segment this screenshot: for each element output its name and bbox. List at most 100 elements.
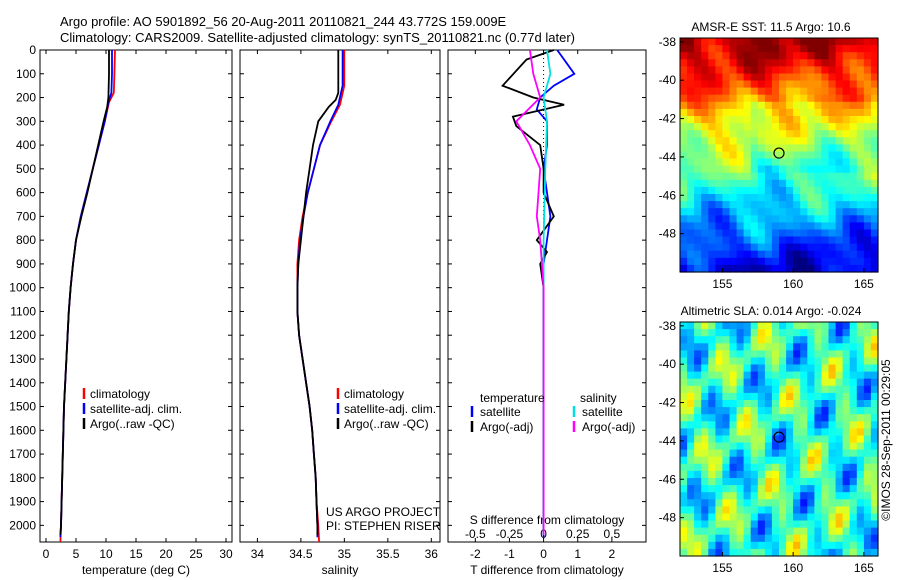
map-cell (708, 499, 716, 507)
x-tick-label: 20 (159, 547, 173, 561)
map-cell (807, 534, 815, 543)
map-cell (856, 186, 865, 195)
map-cell (750, 116, 759, 124)
map-cell (722, 250, 731, 259)
map-cell (743, 499, 752, 507)
map-cell (722, 350, 731, 359)
map-cell (680, 94, 688, 103)
map-cell (849, 350, 858, 359)
map-cell (743, 172, 752, 181)
map-cell (771, 527, 780, 536)
map-cell (722, 257, 731, 266)
map-cell (835, 38, 844, 46)
map-cell (835, 229, 844, 238)
map-cell (863, 541, 872, 550)
map-cell (828, 186, 837, 195)
map-cell (863, 336, 872, 344)
map-cell (750, 38, 759, 46)
map-cell (849, 66, 858, 75)
map-cell (849, 478, 858, 486)
map-cell (764, 470, 773, 479)
map-cell (736, 130, 745, 138)
legend-label: satellite-adj. clim. (344, 402, 436, 416)
map-cell (807, 470, 815, 479)
map-cell (687, 116, 695, 124)
map-cell (708, 137, 716, 145)
map-cell (715, 194, 724, 202)
map-cell (701, 506, 709, 515)
map-cell (750, 449, 759, 458)
map-cell (835, 264, 844, 273)
map-cell (863, 208, 872, 216)
map-cell (722, 144, 731, 153)
map-cell (687, 87, 695, 96)
map-cell (856, 485, 865, 493)
map-cell (842, 357, 851, 366)
legend-label: Argo(..raw -QC) (344, 417, 429, 431)
map-cell (750, 229, 759, 238)
map-cell (680, 123, 688, 131)
map-cell (722, 80, 731, 89)
map-cell (842, 87, 851, 96)
map-cell (771, 506, 780, 515)
map-cell (708, 108, 716, 117)
map-cell (694, 179, 702, 188)
map-cell (800, 499, 808, 507)
map-cell (743, 492, 752, 500)
map-cell (856, 250, 865, 259)
map-cell (849, 151, 858, 160)
map-frame (679, 321, 879, 557)
map-cell (807, 435, 815, 444)
map-cell (722, 236, 731, 245)
map-cell (680, 414, 688, 422)
map-cell (863, 264, 872, 273)
map-cell (814, 208, 823, 216)
map-cell (708, 66, 716, 75)
map-cell (715, 130, 724, 138)
map-cell (779, 144, 787, 153)
map-cell (771, 520, 780, 529)
y-tick-label: -44 (659, 434, 677, 448)
map-cell (722, 243, 731, 252)
map-cell (870, 264, 879, 273)
map-cell (835, 520, 844, 529)
map-cell (793, 130, 801, 138)
map-cell (786, 130, 794, 138)
map-cell (870, 116, 879, 124)
map-cell (856, 130, 865, 138)
map-cell (793, 541, 801, 550)
map-cell (771, 208, 780, 216)
map-frame (679, 37, 879, 273)
map-cell (680, 350, 688, 359)
map-cell (800, 336, 808, 344)
map-cell (771, 158, 780, 167)
map-cell (680, 470, 688, 479)
map-cell (722, 45, 731, 53)
map-cell (687, 179, 695, 188)
map-cell (828, 534, 837, 543)
map-cell (821, 541, 830, 550)
map-cell (687, 478, 695, 486)
map-cell (821, 449, 830, 458)
map-cell (821, 485, 830, 493)
map-cell (849, 421, 858, 429)
map-cell (757, 201, 766, 209)
map-cell (701, 407, 709, 415)
map-cell (680, 208, 688, 216)
map-cell (701, 116, 709, 124)
map-cell (722, 414, 731, 422)
map-cell (849, 172, 858, 181)
map-cell (870, 94, 879, 103)
map-cell (701, 350, 709, 359)
map-cell (793, 534, 801, 543)
map-cell (779, 264, 787, 273)
map-cell (800, 201, 808, 209)
map-cell (793, 257, 801, 266)
map-cell (835, 45, 844, 53)
map-cell (736, 59, 745, 67)
map-cell (715, 329, 724, 337)
map-cell (821, 421, 830, 429)
map-cell (743, 73, 752, 82)
map-cell (856, 329, 865, 337)
